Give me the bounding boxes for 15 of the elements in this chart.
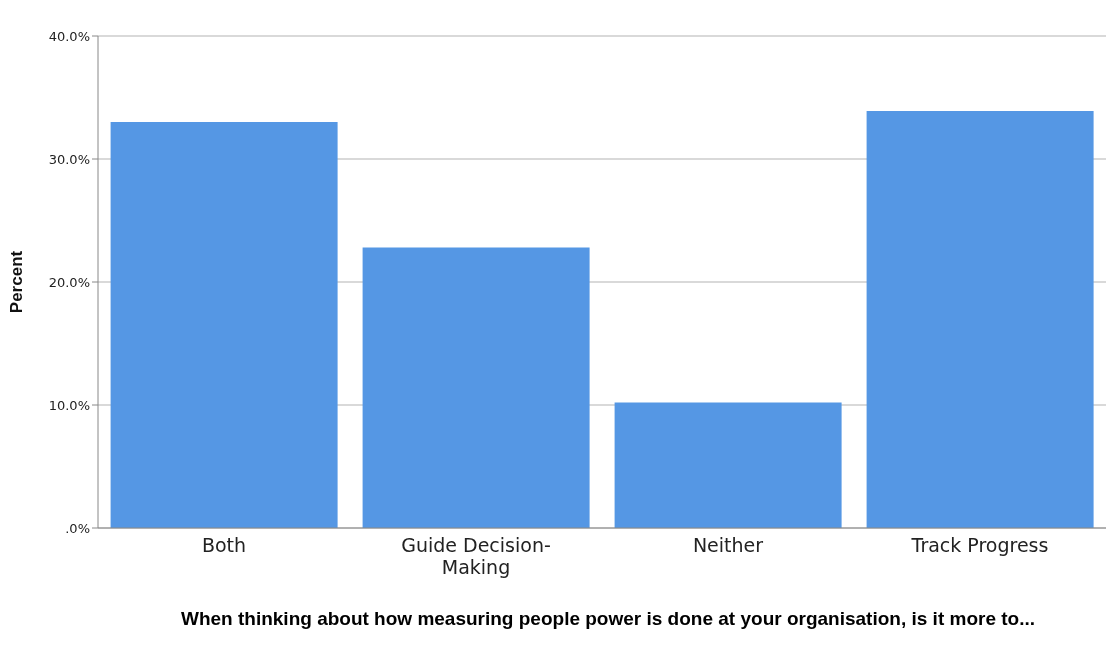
bar: [614, 402, 842, 528]
y-tick-label: 30.0%: [48, 151, 90, 167]
bar: [866, 111, 1094, 528]
y-axis-title: Percent: [7, 250, 27, 314]
bar: [110, 122, 338, 528]
x-tick-label: Guide Decision-Making: [401, 534, 551, 578]
x-tick-label: Neither: [692, 534, 764, 556]
y-tick-label: 40.0%: [48, 28, 90, 44]
x-tick-label: Both: [201, 534, 247, 556]
y-tick-label: 20.0%: [48, 274, 90, 290]
x-tick-label: Track Progress: [910, 534, 1049, 556]
y-tick-label: .0%: [65, 520, 90, 536]
x-axis-title: When thinking about how measuring people power is done at your organisation, is it more to...: [180, 608, 1036, 630]
y-tick-label: 10.0%: [48, 397, 90, 413]
bar: [362, 247, 590, 528]
